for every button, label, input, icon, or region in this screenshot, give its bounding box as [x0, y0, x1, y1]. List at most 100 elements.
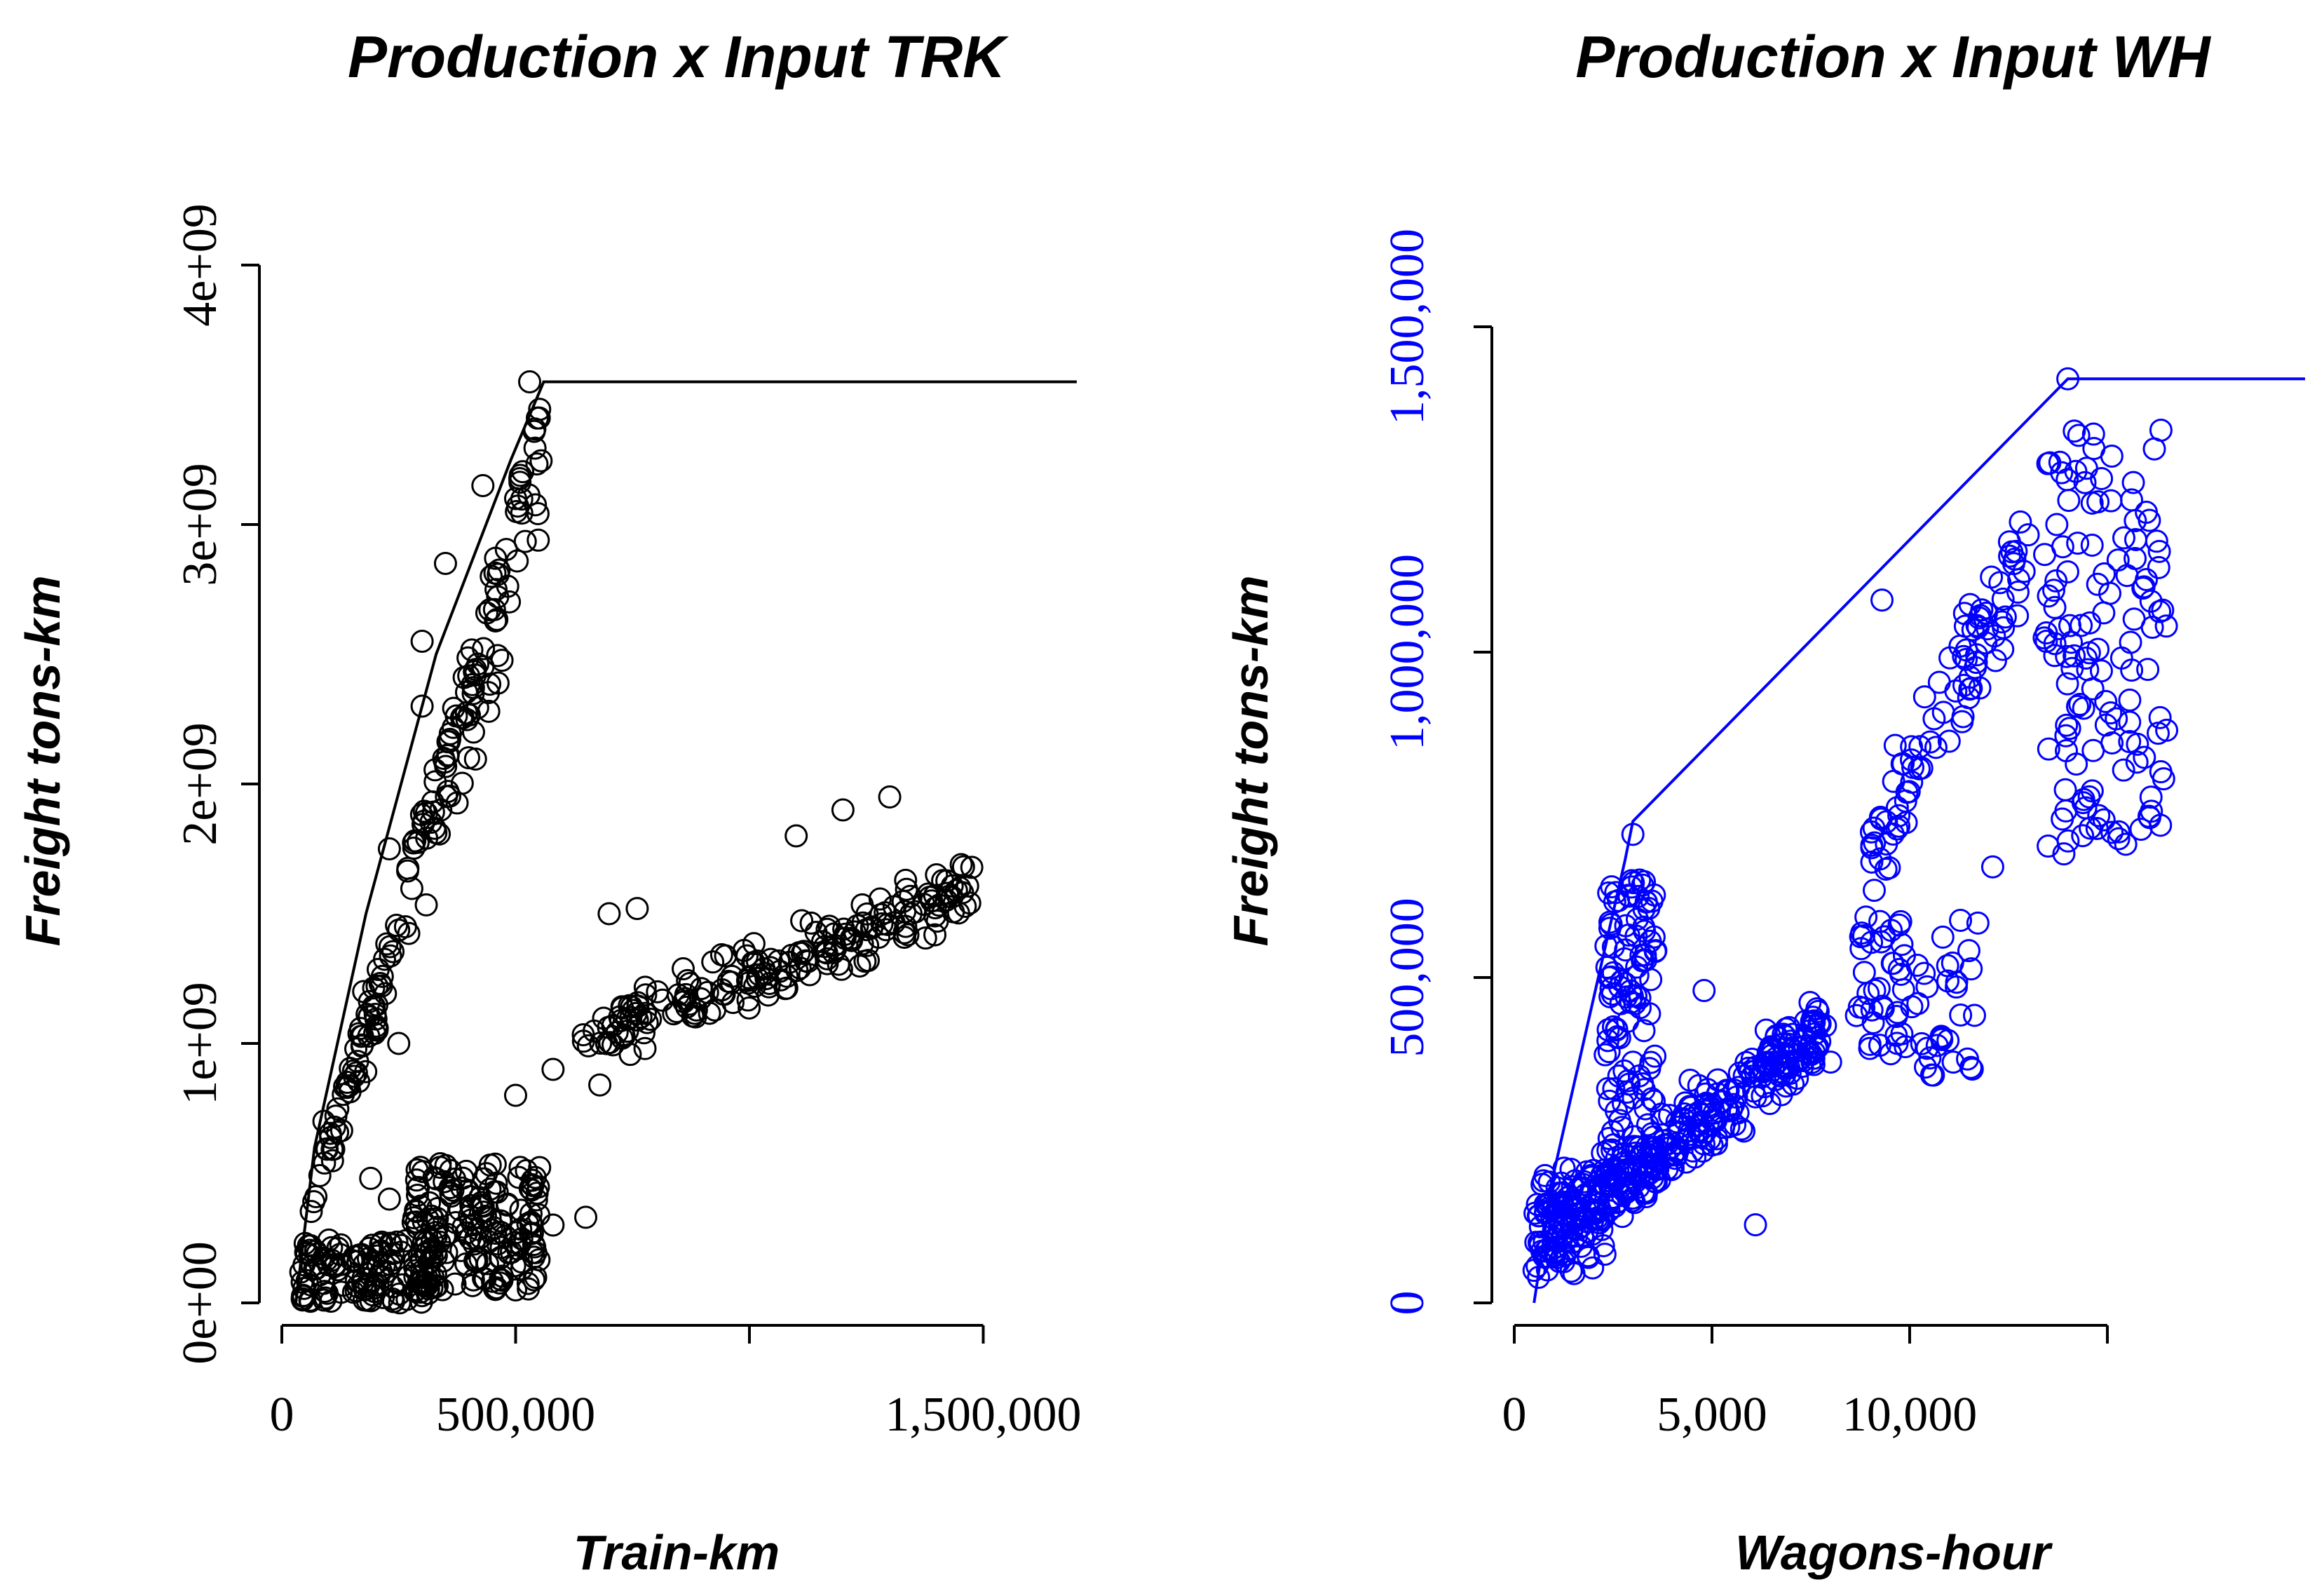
data-point: [2125, 750, 2149, 774]
data-point: [1545, 1176, 1569, 1200]
data-point: [375, 932, 399, 956]
data-point: [505, 549, 529, 573]
data-point: [1627, 1064, 1651, 1088]
data-point: [894, 868, 918, 892]
data-point: [1962, 1003, 1986, 1027]
data-point: [2076, 658, 2100, 682]
data-point: [574, 1205, 598, 1229]
data-point: [2136, 658, 2160, 682]
data-point: [1541, 1198, 1565, 1222]
data-point: [662, 1002, 686, 1026]
data-point: [1798, 991, 1822, 1015]
data-point: [291, 1288, 315, 1312]
data-point: [1692, 979, 1716, 1003]
data-point: [2044, 569, 2068, 593]
data-point: [1628, 868, 1652, 892]
data-point: [615, 1008, 639, 1032]
data-point: [518, 1177, 542, 1201]
data-point: [1621, 1050, 1645, 1074]
data-point: [319, 1125, 343, 1149]
data-point: [527, 406, 551, 430]
data-point: [2123, 508, 2147, 532]
data-point: [920, 889, 944, 913]
data-point: [402, 1255, 426, 1279]
data-point: [1628, 996, 1652, 1020]
data-point: [815, 917, 839, 941]
data-point: [1700, 1133, 1724, 1157]
data-point: [918, 886, 942, 910]
data-point: [2051, 535, 2074, 559]
x-tick-label-wh: 5,000: [1657, 1388, 1767, 1442]
data-point: [2070, 614, 2093, 637]
data-point: [485, 607, 509, 631]
data-point: [522, 419, 546, 443]
data-point: [1617, 884, 1641, 908]
data-point: [298, 1238, 322, 1262]
data-point: [1628, 986, 1652, 1010]
data-point: [1988, 571, 2012, 595]
data-point: [1639, 968, 1663, 992]
data-point: [1593, 1243, 1617, 1266]
data-point: [738, 996, 761, 1020]
data-point: [471, 474, 495, 497]
data-point: [2106, 548, 2130, 572]
data-point: [2081, 422, 2105, 446]
data-point: [822, 941, 845, 964]
data-point: [2092, 808, 2116, 832]
data-point: [1706, 1082, 1730, 1106]
data-point: [1758, 1092, 1781, 1116]
data-point: [526, 528, 550, 552]
data-point: [1863, 831, 1887, 855]
data-point: [2042, 579, 2066, 602]
data-point: [423, 758, 447, 782]
data-point: [1617, 923, 1640, 947]
data-point: [329, 1280, 353, 1304]
data-point: [2123, 546, 2147, 570]
data-point: [1992, 616, 2016, 640]
data-point: [1678, 1095, 1701, 1118]
data-point: [1918, 1046, 1942, 1070]
data-point: [1665, 1110, 1689, 1134]
data-point: [1727, 1076, 1751, 1100]
data-point: [1643, 883, 1666, 907]
data-point: [294, 1242, 318, 1266]
data-point: [1899, 748, 1923, 772]
data-point: [2007, 568, 2031, 592]
data-point: [1858, 1032, 1882, 1056]
data-point: [1941, 1050, 1965, 1074]
data-point: [925, 863, 949, 886]
data-point: [629, 1006, 653, 1029]
data-point: [2147, 539, 2171, 563]
data-point: [1873, 925, 1896, 949]
data-point: [354, 1060, 378, 1083]
data-point: [1849, 937, 1873, 961]
data-point: [2056, 829, 2080, 853]
data-point: [1575, 1210, 1599, 1233]
data-point: [434, 1154, 458, 1177]
data-point: [458, 1226, 482, 1250]
data-point: [571, 1023, 595, 1047]
data-point: [1690, 1109, 1713, 1133]
data-point: [1958, 677, 1982, 701]
data-point: [342, 1250, 366, 1273]
data-point: [1716, 1099, 1740, 1123]
data-point: [1877, 856, 1901, 879]
data-point: [409, 1156, 433, 1179]
data-point: [1742, 1079, 1766, 1103]
data-point: [1600, 875, 1624, 899]
data-point: [2109, 646, 2133, 670]
data-point: [299, 1200, 323, 1224]
data-point: [625, 1008, 649, 1032]
data-point: [773, 977, 797, 1001]
data-point: [466, 696, 489, 719]
data-point: [1783, 1039, 1807, 1063]
data-point: [419, 1237, 443, 1261]
data-point: [405, 1184, 429, 1208]
data-point: [1615, 1080, 1639, 1104]
data-point: [498, 590, 522, 614]
data-point: [2133, 745, 2156, 769]
data-point: [676, 968, 700, 992]
data-point: [823, 933, 847, 957]
data-point: [522, 1245, 546, 1269]
